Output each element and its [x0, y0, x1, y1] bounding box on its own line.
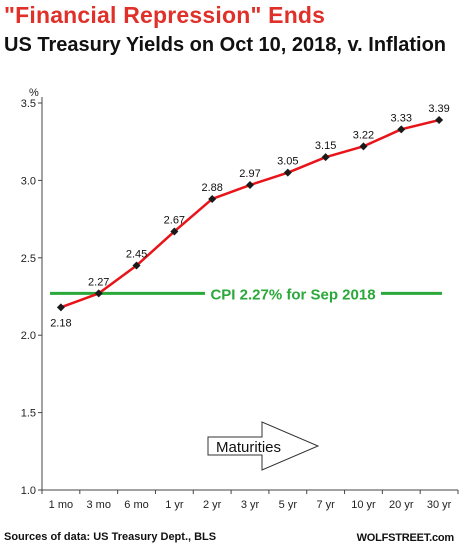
source-note: Sources of data: US Treasury Dept., BLS — [4, 531, 217, 543]
chart-subtitle: US Treasury Yields on Oct 10, 2018, v. I… — [4, 34, 447, 56]
data-label: 3.05 — [277, 156, 298, 168]
data-label: 2.27 — [88, 276, 109, 288]
y-tick-label: 1.0 — [21, 485, 36, 497]
x-tick-label: 6 mo — [124, 499, 148, 511]
maturities-arrow — [207, 421, 320, 471]
data-point-marker — [170, 227, 179, 236]
data-label: 2.45 — [126, 249, 147, 261]
data-point-marker — [359, 142, 368, 151]
data-point-marker — [321, 153, 330, 162]
data-label: 2.67 — [164, 214, 185, 226]
maturities-label: Maturities — [216, 439, 281, 456]
y-tick-label: 3.5 — [21, 98, 36, 110]
data-label: 3.22 — [353, 129, 374, 141]
x-tick-label: 5 yr — [279, 499, 298, 511]
data-point-marker — [435, 116, 444, 125]
data-label: 2.18 — [50, 317, 71, 329]
data-label: 2.88 — [201, 182, 222, 194]
data-label: 3.15 — [315, 140, 336, 152]
x-tick-label: 1 yr — [165, 499, 184, 511]
data-point-marker — [132, 261, 141, 270]
y-tick-label: 2.5 — [21, 253, 36, 265]
x-tick-label: 20 yr — [389, 499, 414, 511]
data-point-marker — [246, 181, 254, 190]
x-tick-label: 3 mo — [86, 499, 110, 511]
x-tick-label: 1 mo — [49, 499, 73, 511]
brand-label: WOLFSTREET.com — [356, 532, 455, 544]
x-tick-label: 2 yr — [203, 499, 222, 511]
x-tick-label: 30 yr — [427, 499, 452, 511]
data-point-marker — [56, 303, 65, 312]
data-point-marker — [208, 194, 217, 203]
x-tick-label: 7 yr — [316, 499, 335, 511]
y-tick-label: 1.5 — [21, 408, 36, 420]
chart-title: "Financial Repression" Ends — [4, 2, 326, 28]
data-label: 3.33 — [391, 112, 412, 124]
x-tick-label: 3 yr — [241, 499, 260, 511]
yield-series-line — [60, 118, 440, 309]
data-point-marker — [397, 125, 406, 134]
data-label: 3.39 — [428, 103, 449, 115]
data-label: 2.97 — [239, 168, 260, 180]
y-tick-label: 2.0 — [21, 330, 36, 342]
data-point-marker — [283, 168, 292, 177]
data-point-marker — [94, 289, 103, 298]
y-axis-unit: % — [29, 87, 39, 99]
x-tick-label: 10 yr — [351, 499, 376, 511]
y-tick-label: 3.0 — [21, 175, 36, 187]
cpi-reference-label: CPI 2.27% for Sep 2018 — [210, 286, 375, 303]
